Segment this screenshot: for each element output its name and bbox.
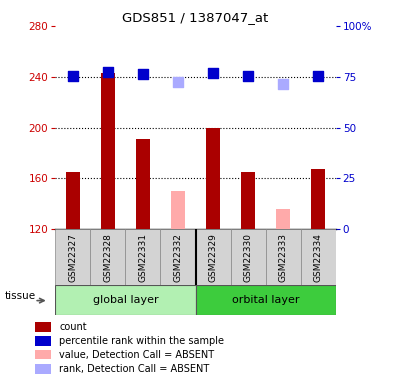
Text: tissue: tissue [4, 291, 36, 302]
Bar [196, 285, 336, 315]
Bar [126, 229, 160, 285]
Text: global layer: global layer [92, 295, 158, 305]
Text: GSM22328: GSM22328 [103, 233, 113, 282]
Bar [265, 229, 301, 285]
Point [280, 81, 286, 87]
Text: GSM22332: GSM22332 [173, 233, 182, 282]
Bar [241, 172, 255, 229]
Bar [35, 364, 51, 374]
Bar [311, 169, 325, 229]
Bar [301, 229, 336, 285]
Text: rank, Detection Call = ABSENT: rank, Detection Call = ABSENT [59, 364, 210, 374]
Bar [101, 73, 115, 229]
Bar [66, 172, 80, 229]
Bar [35, 350, 51, 359]
Bar [196, 229, 231, 285]
Bar [171, 191, 185, 229]
Point [105, 69, 111, 75]
Text: percentile rank within the sample: percentile rank within the sample [59, 336, 224, 346]
Point [175, 79, 181, 85]
Point [140, 71, 146, 77]
Bar [206, 128, 220, 229]
Text: GSM22334: GSM22334 [314, 233, 323, 282]
Point [70, 73, 76, 79]
Bar [35, 322, 51, 332]
Point [315, 73, 322, 79]
Bar [90, 229, 126, 285]
Bar [55, 285, 196, 315]
Bar [160, 229, 196, 285]
Text: GSM22333: GSM22333 [278, 233, 288, 282]
Text: GSM22329: GSM22329 [209, 233, 218, 282]
Bar [55, 229, 90, 285]
Point [210, 70, 216, 76]
Text: value, Detection Call = ABSENT: value, Detection Call = ABSENT [59, 350, 214, 360]
Text: GSM22331: GSM22331 [138, 233, 147, 282]
Bar [231, 229, 265, 285]
Text: GSM22327: GSM22327 [68, 233, 77, 282]
Bar [35, 336, 51, 346]
Text: GSM22330: GSM22330 [244, 233, 253, 282]
Text: count: count [59, 322, 87, 332]
Bar [136, 139, 150, 229]
Title: GDS851 / 1387047_at: GDS851 / 1387047_at [122, 11, 269, 24]
Bar [276, 209, 290, 229]
Text: orbital layer: orbital layer [232, 295, 299, 305]
Point [245, 73, 251, 79]
